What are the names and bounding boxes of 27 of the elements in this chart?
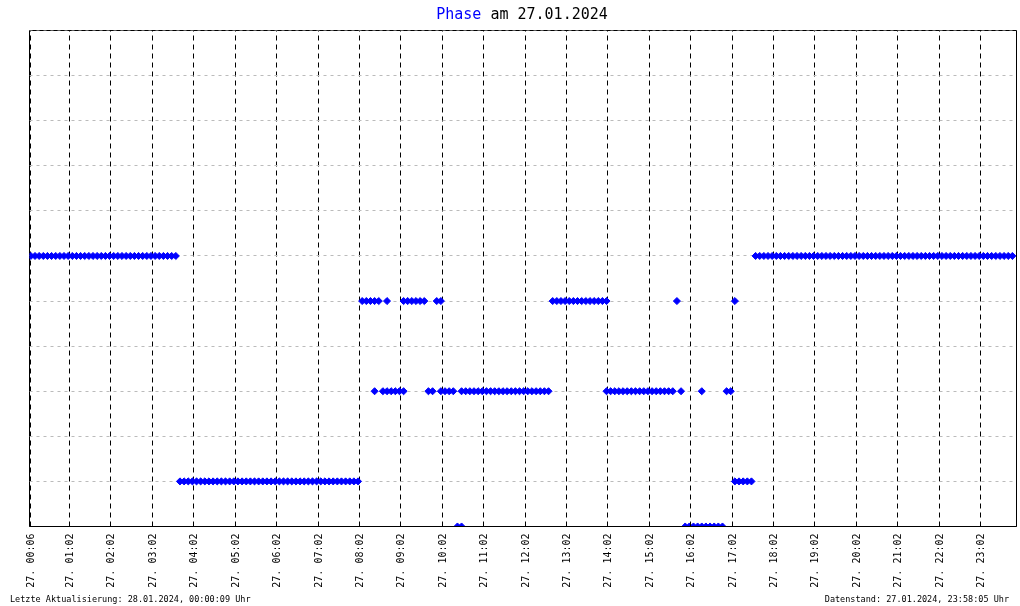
x-tick-label: 27. 07:02 [312,533,324,588]
text: Datenstand: 27.01.2024, 23:58:05 Uhr [824,594,1009,606]
x-tick-label: 27. 11:02 [478,533,490,588]
x-tick-label: 27. 17:02 [726,533,738,588]
x-tick-label: 27. 01:02 [64,533,76,588]
text: Letzte Aktualisierung: 28.01.2024, 00:00:09 Uhr [10,594,251,606]
x-tick-label: 27. 16:02 [685,533,697,588]
x-tick-label: 27. 21:02 [892,533,904,588]
x-tick-label: 27. 20:02 [850,533,862,588]
x-tick-label: 27. 05:02 [229,533,241,588]
x-tick-label: 27. 22:02 [933,533,945,588]
x-tick-label: 27. 08:02 [353,533,365,588]
chart-title: Phase am 27.01.2024 [435,4,609,25]
x-tick-label: 27. 04:02 [188,533,200,588]
x-tick-label: 27. 06:02 [271,533,283,588]
x-tick-label: 27. 15:02 [643,533,655,588]
x-tick-label: 27. 19:02 [809,533,821,588]
x-tick-label: 27. 23:02 [975,533,987,588]
x-tick-label: 27. 12:02 [519,533,531,588]
x-tick-label: 27. 00:06 [25,533,37,588]
x-tick-label: 27. 09:02 [395,533,407,588]
x-tick-label: 27. 14:02 [602,533,614,588]
x-tick-label: 27. 10:02 [436,533,448,588]
x-tick-label: 27. 13:02 [560,533,572,588]
x-tick-label: 27. 02:02 [105,533,117,588]
x-tick-label: 27. 18:02 [768,533,780,588]
x-tick-label: 27. 03:02 [146,533,158,588]
